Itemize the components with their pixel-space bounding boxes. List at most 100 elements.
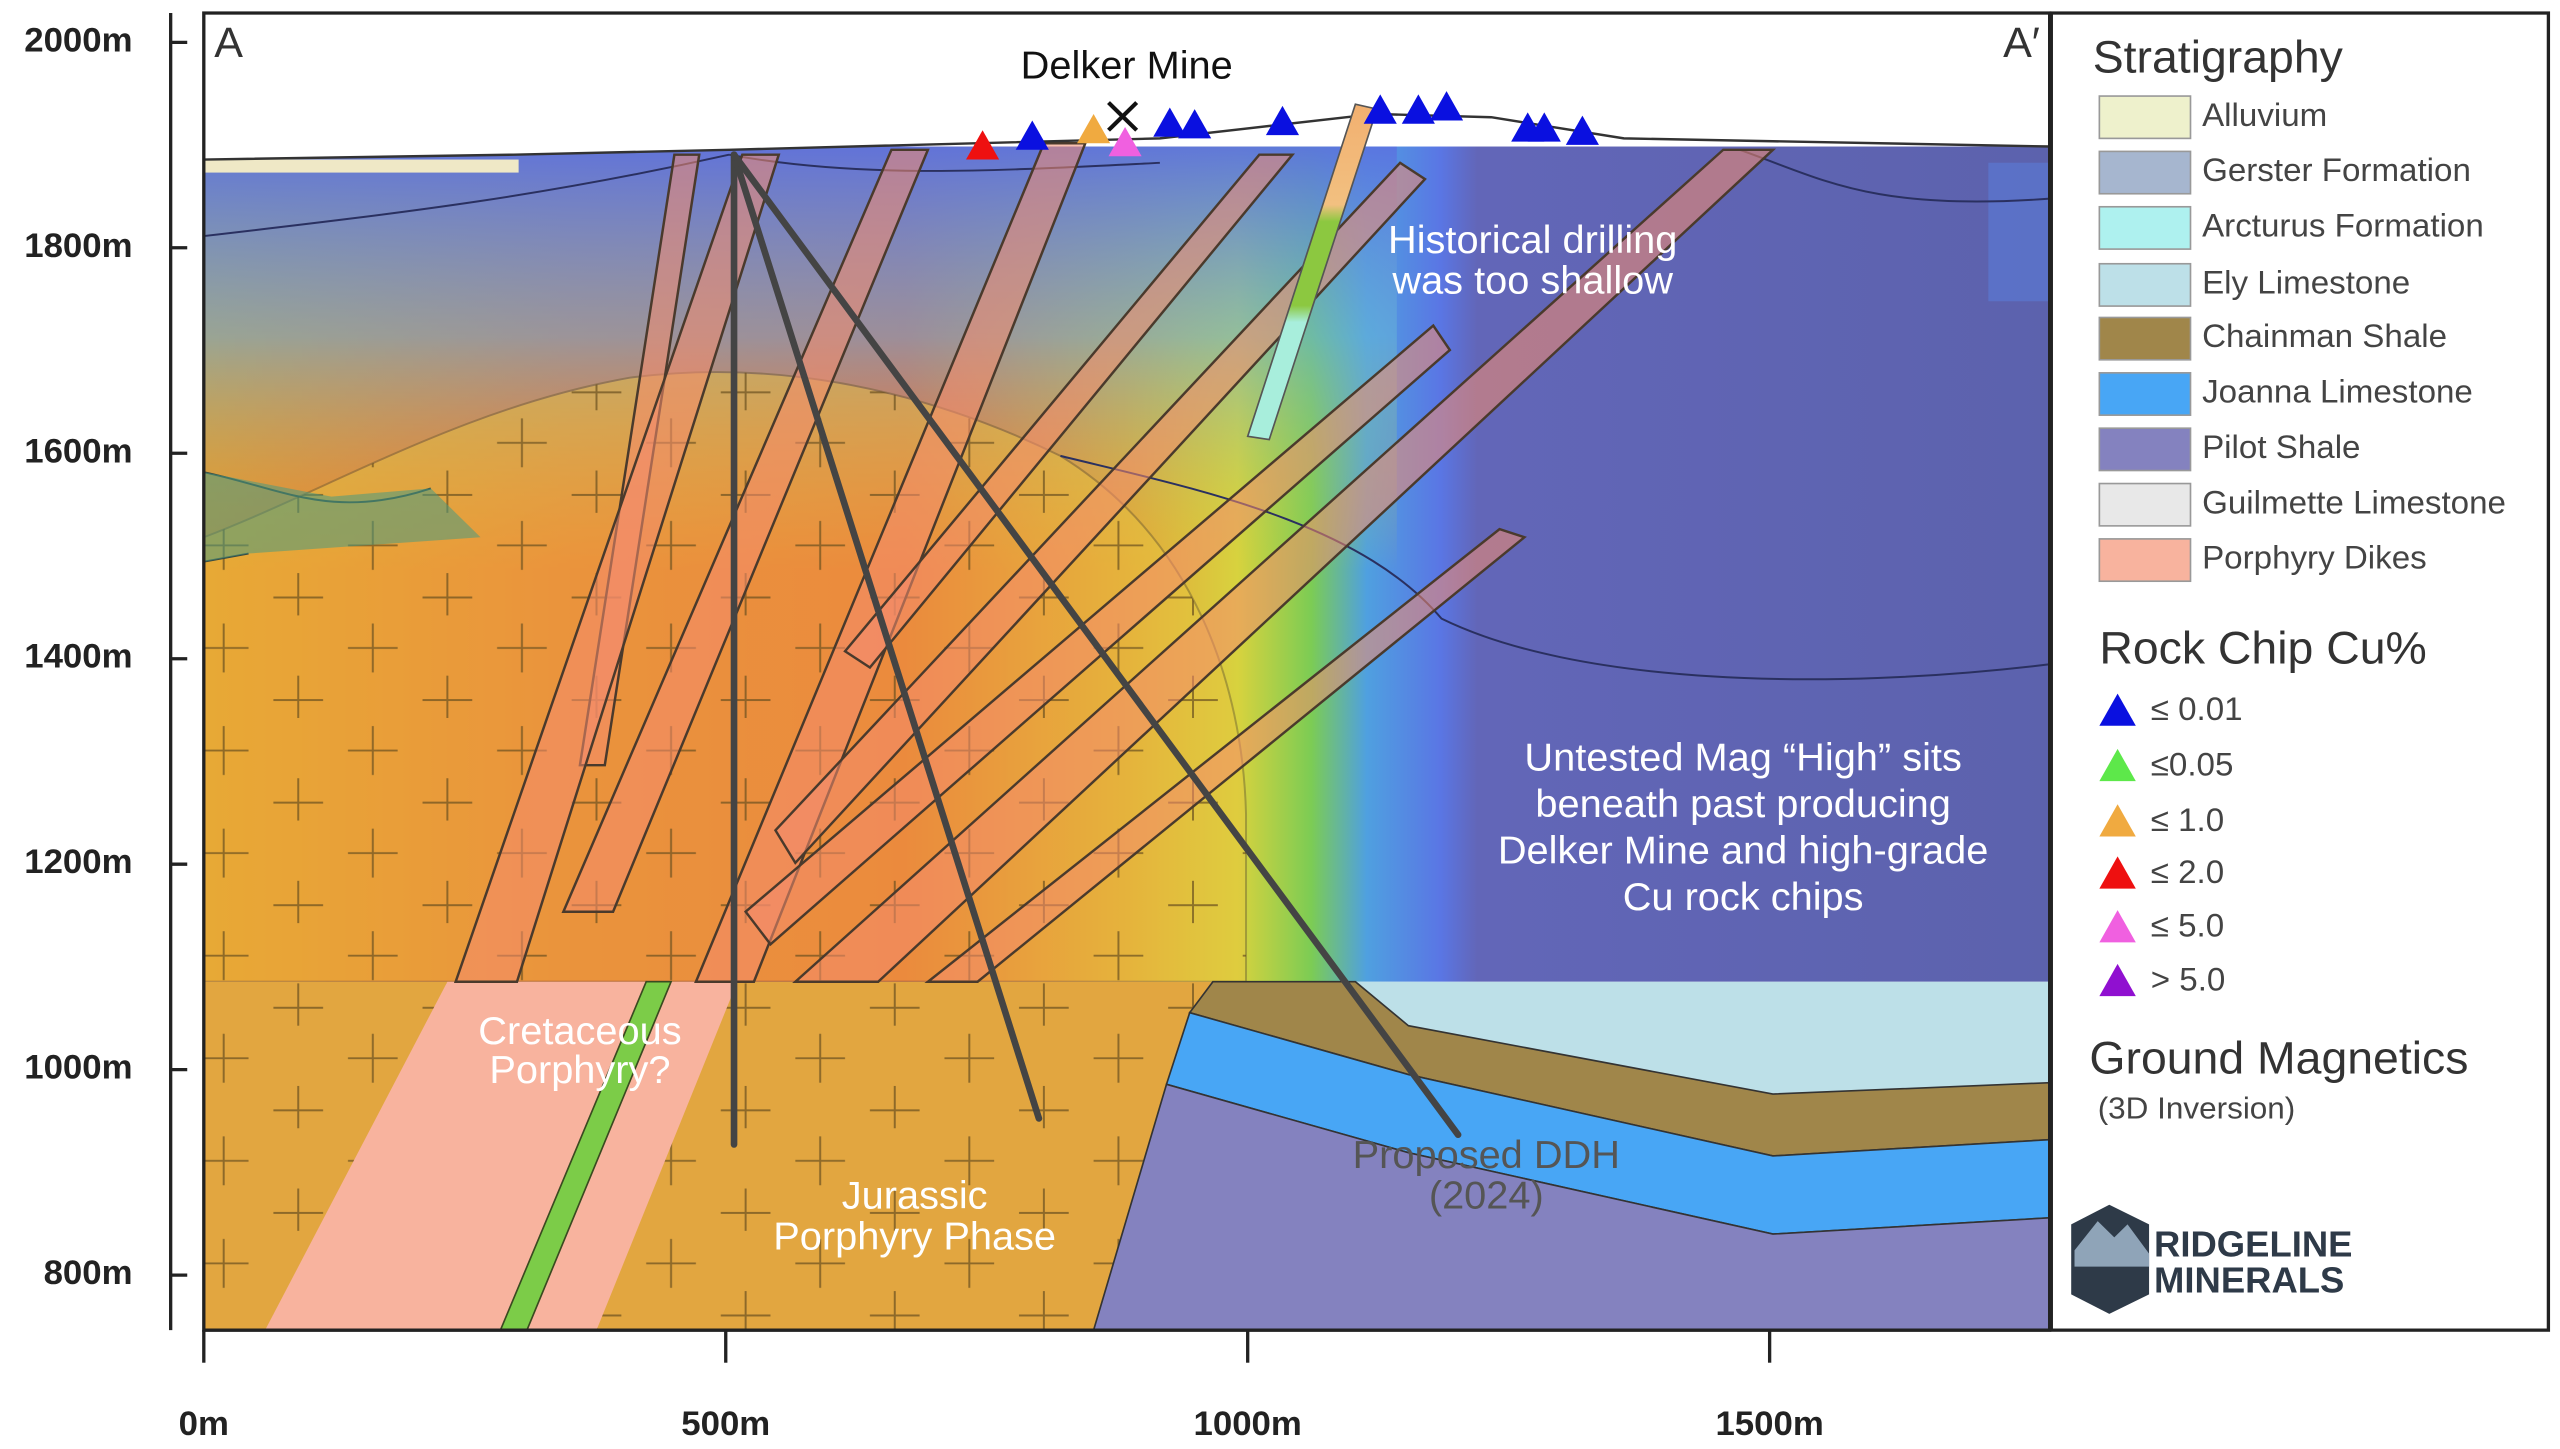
rock-chip-sample [1178,109,1212,139]
legend-label: Pilot Shale [2202,428,2360,465]
dike [792,148,1777,983]
ely-limestone [1355,981,2050,1095]
legend-title: Stratigraphy [2093,31,2343,83]
annotation-line: Delker Mine and high-grade [1498,829,1989,873]
legend-label: Ely Limestone [2202,264,2410,301]
rock-chip-sample [1429,91,1464,121]
rock-chip-sample [1077,113,1111,144]
legend-swatch [2098,372,2192,416]
rock-chip-sample [1265,105,1300,136]
x-tick-label: 1000m [1194,1406,1302,1444]
annotation-line: Cu rock chips [1623,875,1864,919]
y-tick-label: 1400m [24,638,132,676]
legend-swatch [2098,150,2192,195]
legend-label: Joanna Limestone [2202,373,2473,410]
mine-icon [1107,101,1139,132]
gerster-wedge [203,472,481,562]
legend-marker [2099,693,2136,726]
legend-swatch [2098,262,2192,307]
rock-chip-sample [966,130,1000,160]
legend-marker [2099,804,2136,837]
legend-label: ≤ 2.0 [2151,853,2224,890]
legend-label: ≤0.05 [2151,746,2234,783]
rock-chip-sample [1565,115,1599,145]
proposed-drill-holes [730,151,1462,1148]
logo-peaks [2074,1221,2150,1267]
dike [843,153,1296,670]
dike [453,153,781,983]
legend-swatch [2098,95,2192,140]
legend-title: Rock Chip Cu% [2099,622,2426,674]
drill-trace [730,151,1043,1122]
alluvium [203,159,519,173]
rock-chip-sample [1527,112,1561,142]
legend-marker [2099,963,2136,997]
dike [561,148,930,913]
y-tick-label: 1600m [24,433,132,471]
annotation-line: (2024) [1429,1174,1544,1218]
legend-swatch [2098,482,2192,527]
legend-subtitle: (3D Inversion) [2098,1091,2296,1126]
legend-marker [2099,748,2136,782]
section-end: A′ [2003,19,2040,67]
legend-label: > 5.0 [2151,961,2226,998]
legend-label: Alluvium [2202,96,2327,133]
legend-label: Chainman Shale [2202,318,2447,355]
rock-chip-sample [1108,126,1142,157]
porphyry-dikes [453,142,1777,983]
legend-swatch [2098,316,2192,361]
dike [924,527,1527,983]
y-tick-label: 1200m [24,843,132,881]
annotation-line: Untested Mag “High” sits [1524,736,1961,780]
legend-marker [2099,910,2136,943]
icon-stroke [1107,101,1139,132]
section-start: A [214,19,243,67]
logo-text: RIDGELINE [2154,1224,2352,1265]
sky [203,13,2050,160]
legend-items: Alluvium Gerster Formation Arcturus Format… [2098,95,2506,998]
annotation-line: beneath past producing [1535,782,1951,826]
annotation-line: Proposed DDH [1353,1133,1620,1177]
annotation-line: Cretaceous [478,1009,681,1053]
legend-label: Guilmette Limestone [2202,484,2506,521]
drill-trace [730,151,1462,1139]
logo-text: MINERALS [2154,1260,2344,1301]
rock-chip-sample [1363,94,1397,124]
legend-marker [2099,856,2136,889]
rock-chip-sample [1153,107,1187,137]
x-tick-label: 1500m [1715,1406,1823,1444]
y-axis-ticks: 2000m 1800m 1600m 1400m 1200m 1000m 800m [24,22,188,1292]
legend-swatch [2098,427,2192,472]
dike [773,161,1427,865]
x-tick-label: 0m [179,1406,229,1444]
legend-swatch [2098,205,2192,250]
legend-label: Gerster Formation [2202,151,2471,188]
legend-label: ≤ 0.01 [2151,690,2243,727]
y-tick-label: 2000m [24,22,132,60]
legend-label: Porphyry Dikes [2202,539,2427,576]
mine-label: Delker Mine [1021,44,1233,88]
rock-chip-samples [966,91,1599,160]
legend-label: ≤ 1.0 [2151,801,2224,838]
y-tick-label: 800m [44,1254,133,1292]
x-tick-label: 500m [681,1406,770,1444]
mag-cell [1988,162,2050,302]
legend-swatch [2098,538,2192,583]
rock-chip-sample [1015,120,1049,150]
legend-title: Ground Magnetics [2089,1032,2468,1084]
legend-label: Arcturus Formation [2202,207,2484,244]
topography [203,112,2050,161]
y-tick-label: 1000m [24,1049,132,1087]
annotation-line: was too shallow [1391,259,1673,303]
x-axis-ticks: 0m 500m 1000m 1500m [179,1330,1824,1443]
y-tick-label: 1800m [24,227,132,265]
legend-label: ≤ 5.0 [2151,907,2224,944]
rock-chip-sample [1401,94,1435,124]
annotation-line: Jurassic [842,1174,988,1218]
dike [743,323,1452,947]
annotation-line: Historical drilling [1388,218,1677,262]
